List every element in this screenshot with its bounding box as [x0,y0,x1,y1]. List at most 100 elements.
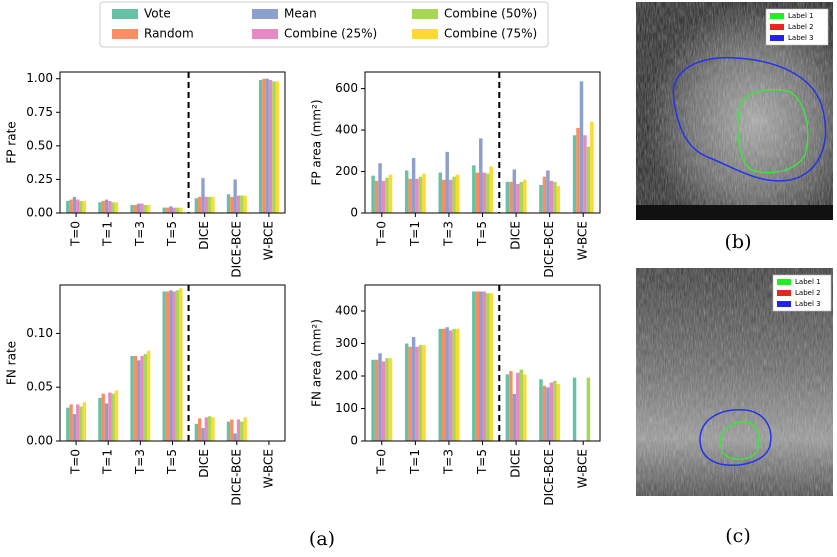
bar [489,293,492,441]
y-tick-label: 0.00 [26,434,53,448]
x-tick-label: T=0 [374,221,388,247]
bar [240,422,243,441]
bar [83,402,86,441]
bar [130,205,133,213]
bar [195,198,198,213]
x-tick-label: T=1 [408,449,422,475]
bar [412,337,415,441]
bar [422,174,425,213]
bar [115,202,118,213]
image-legend-label: Label 3 [795,300,821,308]
y-tick-label: 0.75 [26,105,53,119]
x-tick-label: W-BCE [261,449,275,488]
y-tick-label: 0.50 [26,138,53,152]
bar [509,182,512,213]
bar [198,197,201,213]
bar [546,170,549,213]
bar [112,202,115,213]
legend-label: Mean [284,7,317,21]
y-tick-label: 600 [335,81,358,95]
bar [371,360,374,441]
x-tick-label: W-BCE [576,449,590,488]
bar [130,356,133,441]
bar [73,414,76,441]
caption: (b) [725,231,752,253]
bar [233,433,236,441]
bar [557,384,560,441]
y-axis-label: FP area (mm²) [310,99,324,185]
bar [449,331,452,442]
x-tick-label: DICE [197,221,211,250]
bar [389,358,392,441]
bar [516,373,519,441]
bar [557,186,560,213]
bar [208,197,211,213]
y-axis-label: FN rate [5,341,19,385]
image-legend-swatch [770,24,784,30]
bar [211,417,214,441]
bar [405,344,408,442]
bar [415,347,418,441]
bar [523,374,526,441]
bar [176,208,179,213]
image-legend-swatch [777,290,791,296]
legend-label: Random [144,27,194,41]
bar [166,291,169,441]
bar [489,166,492,213]
bar [587,378,590,441]
bar [422,345,425,441]
x-tick-label: DICE [509,449,523,478]
bar [382,181,385,213]
caption: (a) [309,528,335,550]
bar [553,182,556,213]
bar [140,356,143,441]
bar [506,182,509,213]
image-legend-swatch [777,279,791,285]
bar [583,135,586,213]
bar [227,422,230,441]
x-tick-label: DICE-BCE [229,449,243,506]
bar [276,81,279,213]
bar [486,174,489,213]
figure: (a) (b) (c) VoteRandomMeanCombine (25%)C… [0,0,837,557]
bar [69,200,72,213]
image-legend-label: Label 3 [788,34,814,42]
bar [546,387,549,441]
bar [550,181,553,213]
y-tick-label: 0.10 [26,326,53,340]
bar [173,291,176,441]
bar [73,197,76,213]
image-legend-label: Label 2 [788,23,814,31]
x-tick-label: T=0 [69,449,83,475]
y-tick-label: 0.25 [26,172,53,186]
image-legend-label: Label 1 [795,278,821,286]
bar [439,173,442,213]
bar [179,288,182,441]
bar [476,173,479,213]
legend-swatch [412,9,438,19]
image-legend-swatch [777,301,791,307]
bar [486,293,489,441]
y-tick-label: 300 [335,336,358,350]
bar [243,196,246,213]
bar [69,404,72,441]
bar [543,386,546,441]
x-tick-label: T=1 [101,449,115,475]
bar [179,208,182,213]
bar [266,79,269,213]
bar [240,196,243,213]
bar [108,201,111,213]
bar [523,180,526,213]
bar [408,179,411,213]
bar [79,201,82,213]
bar [201,428,204,441]
y-tick-label: 1.00 [26,71,53,85]
bar [272,81,275,213]
bar [412,158,415,213]
image-legend-swatch [770,35,784,41]
y-tick-label: 0 [350,206,358,220]
legend-label: Combine (25%) [284,27,377,41]
legend-swatch [252,9,278,19]
legend-swatch [112,29,138,39]
bar [382,361,385,441]
